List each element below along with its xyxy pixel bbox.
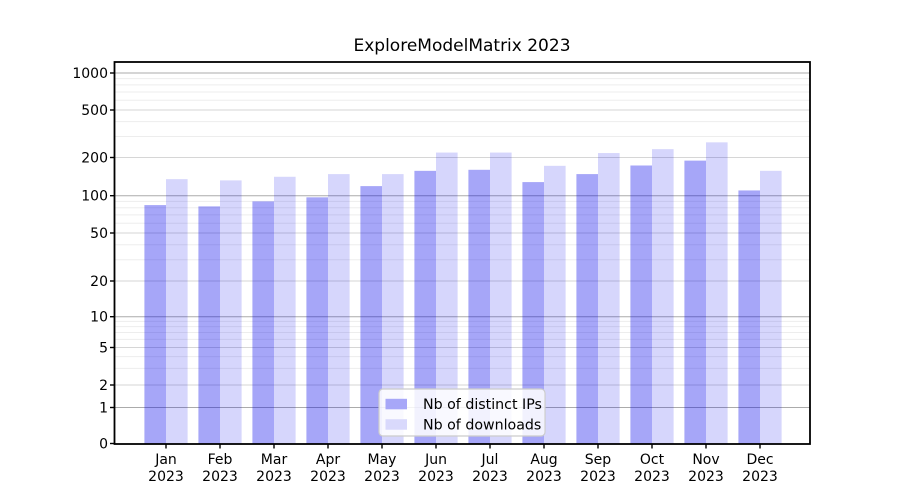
x-tick-label-feb: Feb 2023 bbox=[202, 452, 238, 485]
x-tick-label-jun: Jun 2023 bbox=[418, 452, 454, 485]
bar-downloads-feb bbox=[220, 180, 242, 444]
x-tick-label-mar: Mar 2023 bbox=[256, 452, 292, 485]
bar-distinct-ips-mar bbox=[252, 201, 274, 444]
bar-distinct-ips-nov bbox=[684, 160, 706, 444]
bar-downloads-dec bbox=[760, 170, 782, 444]
bar-distinct-ips-dec bbox=[738, 190, 760, 444]
x-tick-label-apr: Apr 2023 bbox=[310, 452, 346, 485]
x-tick-label-jan: Jan 2023 bbox=[148, 452, 184, 485]
plot-frame bbox=[113, 61, 811, 445]
legend-swatch-distinct-ips bbox=[385, 398, 407, 410]
legend-label-distinct-ips: Nb of distinct IPs bbox=[423, 397, 542, 413]
bar-distinct-ips-may bbox=[360, 186, 382, 444]
bar-downloads-mar bbox=[274, 176, 296, 444]
y-tick-label-2: 2 bbox=[99, 378, 108, 394]
bar-distinct-ips-jan bbox=[144, 205, 166, 444]
y-tick-label-0: 0 bbox=[99, 437, 108, 453]
x-tick-label-jul: Jul 2023 bbox=[472, 452, 508, 485]
y-tick-label-20: 20 bbox=[90, 274, 108, 290]
bar-downloads-oct bbox=[652, 149, 674, 444]
legend-swatch-downloads bbox=[385, 419, 407, 430]
x-tick-label-dec: Dec 2023 bbox=[742, 452, 778, 485]
bar-distinct-ips-aug bbox=[522, 182, 544, 444]
bar-downloads-may bbox=[382, 174, 404, 445]
x-tick-label-oct: Oct 2023 bbox=[634, 452, 670, 485]
y-tick-label-50: 50 bbox=[90, 226, 108, 242]
bar-distinct-ips-jun bbox=[414, 170, 436, 444]
y-tick-label-1: 1 bbox=[99, 401, 108, 417]
bar-downloads-apr bbox=[328, 174, 350, 445]
legend-box bbox=[378, 388, 546, 437]
legend-label-downloads: Nb of downloads bbox=[423, 418, 541, 434]
y-tick-label-1000: 1000 bbox=[72, 66, 108, 82]
y-tick-label-500: 500 bbox=[81, 103, 108, 119]
x-tick-label-nov: Nov 2023 bbox=[688, 452, 724, 485]
x-tick-label-aug: Aug 2023 bbox=[526, 452, 562, 485]
y-tick-label-5: 5 bbox=[99, 341, 108, 357]
bars-layer bbox=[144, 142, 782, 445]
y-tick-label-100: 100 bbox=[81, 189, 108, 205]
y-tick-label-200: 200 bbox=[81, 151, 108, 167]
bar-downloads-jan bbox=[166, 179, 188, 444]
bar-downloads-jun bbox=[436, 152, 458, 444]
x-tick-label-sep: Sep 2023 bbox=[580, 452, 616, 485]
bar-downloads-jul bbox=[490, 152, 512, 444]
bar-distinct-ips-jul bbox=[468, 169, 490, 444]
bar-downloads-nov bbox=[706, 142, 728, 444]
bar-distinct-ips-oct bbox=[630, 165, 652, 445]
bar-distinct-ips-sep bbox=[576, 174, 598, 445]
chart-title: ExploreModelMatrix 2023 bbox=[353, 36, 570, 56]
x-tick-label-may: May 2023 bbox=[364, 452, 400, 485]
bar-downloads-aug bbox=[544, 165, 566, 444]
legend: Nb of distinct IPs Nb of downloads bbox=[378, 388, 546, 437]
bar-distinct-ips-feb bbox=[198, 206, 220, 444]
axis-layer: 0 1 2 5 10 20 50 100 200 500 1000 Jan 2023 Feb 2023 Mar… bbox=[72, 66, 777, 485]
bar-distinct-ips-apr bbox=[306, 197, 328, 444]
y-tick-label-10: 10 bbox=[90, 310, 108, 326]
bar-downloads-sep bbox=[598, 153, 620, 444]
